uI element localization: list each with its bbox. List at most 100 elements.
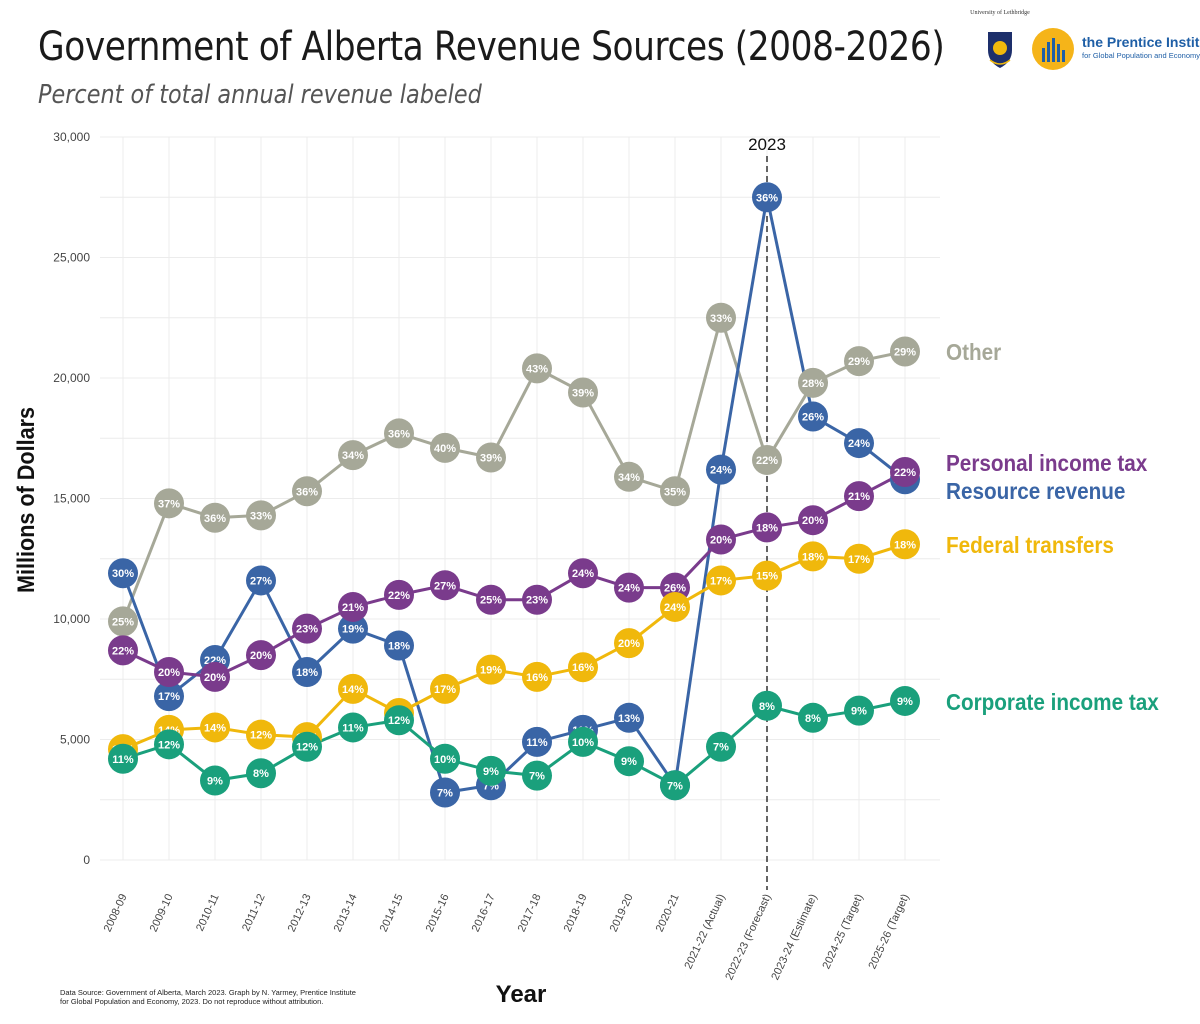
data-label: 39% — [572, 387, 594, 399]
data-point — [476, 442, 506, 473]
uleth-logo-text: University of Lethbridge — [970, 10, 1030, 16]
data-point — [292, 476, 322, 507]
x-tick-label: 2014-15 — [378, 892, 406, 934]
data-point — [476, 654, 506, 685]
legend-label: Corporate income tax — [946, 689, 1159, 715]
x-tick-label: 2010-11 — [194, 892, 222, 933]
data-label: 21% — [342, 602, 364, 614]
data-label: 23% — [526, 595, 548, 607]
data-point — [246, 719, 276, 750]
y-axis: 0 5,000 10,000 15,000 20,000 25,000 30,000 — [53, 130, 90, 867]
data-point — [108, 635, 138, 666]
data-label: 28% — [802, 378, 824, 390]
prentice-institute-subtitle: for Global Population and Economy — [1082, 51, 1200, 60]
x-axis: 2008-09 2009-10 2010-11 2011-12 2012-13 2013-… — [102, 892, 912, 982]
data-point — [108, 743, 138, 774]
data-label: 36% — [296, 486, 318, 498]
x-tick-label: 2008-09 — [102, 892, 130, 934]
data-point — [246, 640, 276, 671]
data-label: 12% — [158, 739, 180, 751]
x-tick-label: 2021-22 (Actual) — [682, 892, 727, 971]
data-label: 8% — [253, 768, 269, 780]
data-point — [614, 702, 644, 733]
data-point — [890, 529, 920, 560]
data-point — [614, 461, 644, 492]
x-axis-title: Year — [496, 981, 547, 1008]
data-label: 29% — [894, 346, 916, 358]
x-tick-label: 2019-20 — [608, 892, 636, 934]
data-point — [798, 541, 828, 572]
data-label: 22% — [756, 455, 778, 467]
data-label: 24% — [710, 465, 732, 477]
data-point — [752, 560, 782, 591]
data-point — [660, 476, 690, 507]
data-label: 24% — [664, 602, 686, 614]
data-label: 22% — [894, 467, 916, 479]
data-point — [706, 302, 736, 333]
data-point — [660, 770, 690, 801]
data-point — [430, 743, 460, 774]
data-label: 18% — [802, 551, 824, 563]
data-label: 26% — [664, 583, 686, 595]
y-tick-label: 30,000 — [53, 130, 90, 144]
data-label: 40% — [434, 443, 456, 455]
data-point — [108, 606, 138, 637]
y-tick-label: 15,000 — [53, 492, 90, 506]
data-label: 19% — [480, 665, 502, 677]
data-label: 37% — [158, 498, 180, 510]
data-label: 39% — [480, 453, 502, 465]
data-point — [292, 613, 322, 644]
x-tick-label: 2025-26 (Target) — [866, 892, 911, 971]
data-label: 20% — [802, 515, 824, 527]
data-point — [108, 558, 138, 589]
data-label: 13% — [618, 713, 640, 725]
data-point — [522, 726, 552, 757]
x-tick-label: 2024-25 (Target) — [820, 892, 865, 971]
series-lines — [121, 195, 906, 795]
data-label: 22% — [112, 645, 134, 657]
x-tick-label: 2015-16 — [424, 892, 452, 934]
data-point — [430, 432, 460, 463]
data-label: 18% — [388, 641, 410, 653]
data-label: 33% — [250, 510, 272, 522]
data-point — [338, 591, 368, 622]
data-point — [338, 440, 368, 471]
data-point — [752, 690, 782, 721]
data-label: 20% — [618, 638, 640, 650]
data-label: 43% — [526, 363, 548, 375]
data-point — [844, 346, 874, 377]
data-label: 17% — [848, 554, 870, 566]
data-label: 35% — [664, 486, 686, 498]
y-tick-label: 20,000 — [53, 371, 90, 385]
data-label: 34% — [618, 472, 640, 484]
data-point — [614, 746, 644, 777]
x-tick-label: 2020-21 — [654, 892, 682, 934]
legend-label: Other — [946, 339, 1002, 365]
data-label: 9% — [621, 756, 637, 768]
data-point — [568, 726, 598, 757]
x-tick-label: 2012-13 — [286, 892, 314, 934]
x-tick-label: 2013-14 — [332, 892, 360, 934]
data-point — [384, 418, 414, 449]
data-label: 7% — [437, 788, 453, 800]
data-label: 22% — [388, 590, 410, 602]
data-point — [200, 502, 230, 533]
data-point — [430, 673, 460, 704]
data-label: 11% — [112, 754, 134, 766]
data-point — [522, 760, 552, 791]
data-point — [200, 661, 230, 692]
data-point — [430, 570, 460, 601]
data-label: 11% — [342, 722, 364, 734]
data-label: 36% — [756, 192, 778, 204]
data-label: 36% — [388, 428, 410, 440]
data-label: 18% — [296, 667, 318, 679]
data-point — [660, 591, 690, 622]
data-point — [384, 705, 414, 736]
data-label: 18% — [756, 522, 778, 534]
data-label: 8% — [759, 701, 775, 713]
data-label: 11% — [526, 737, 548, 749]
legend-label: Federal transfers — [946, 532, 1114, 558]
data-point — [522, 584, 552, 615]
data-point — [154, 657, 184, 688]
